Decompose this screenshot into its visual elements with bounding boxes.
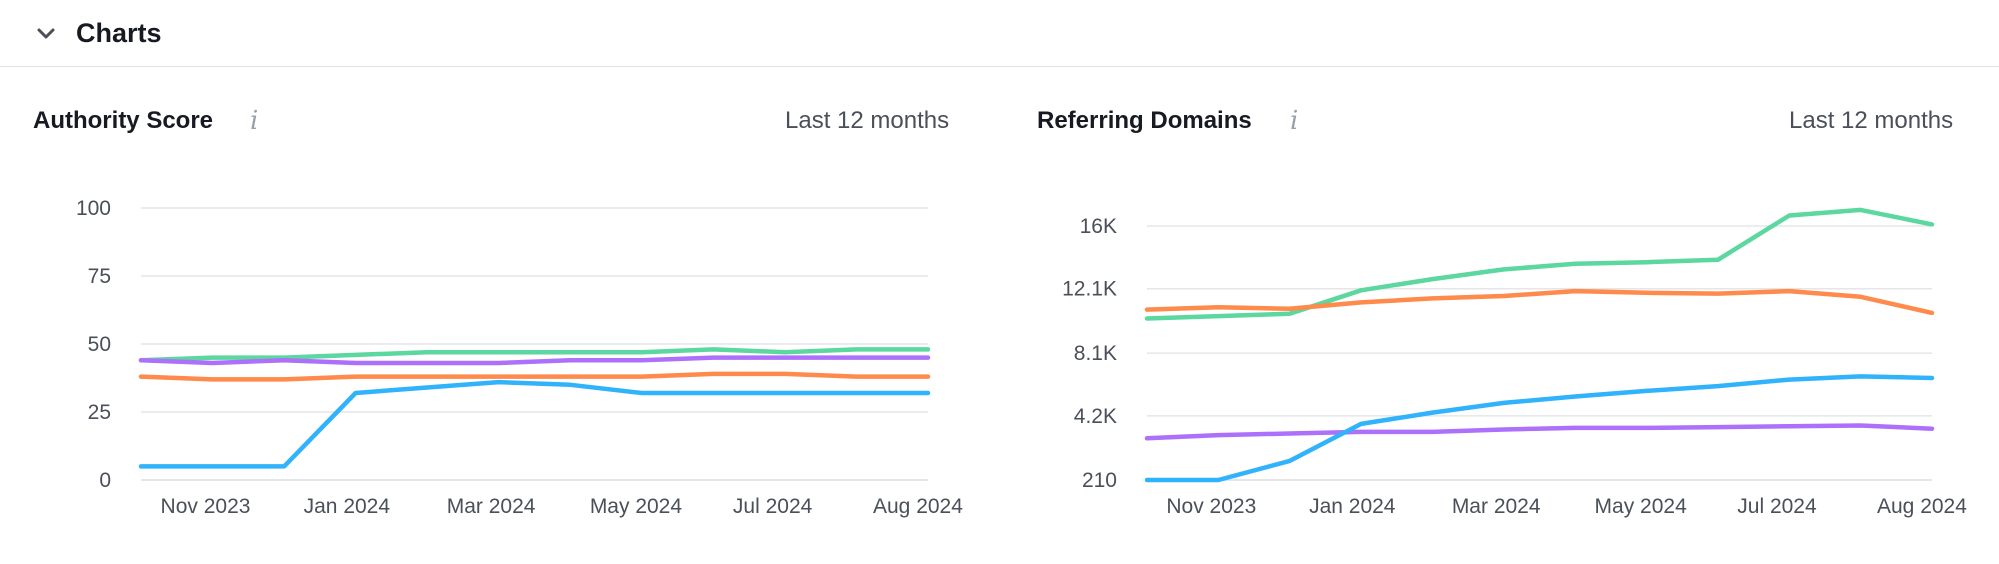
x-tick-label: Jul 2024	[1737, 495, 1817, 518]
authority-score-chart: 0 25 50 75 100 Nov 2023 Jan 2024 Mar 2024 May 20…	[76, 197, 963, 518]
panel-title: Referring Domains	[1037, 107, 1252, 134]
series-line-green[interactable]	[138, 347, 931, 363]
x-tick-label: Aug 2024	[1877, 495, 1967, 518]
y-tick-label: 0	[99, 469, 111, 492]
x-tick-label: Aug 2024	[873, 495, 963, 518]
y-tick-label: 75	[88, 265, 111, 288]
info-icon[interactable]: i	[250, 106, 259, 136]
y-tick-label: 210	[1082, 469, 1117, 492]
x-tick-label: May 2024	[1595, 495, 1688, 518]
chevron-down-icon[interactable]	[34, 22, 58, 46]
y-tick-label: 12.1K	[1062, 278, 1117, 301]
y-tick-label: 16K	[1080, 215, 1117, 238]
y-tick-label: 8.1K	[1074, 342, 1117, 365]
period-selector[interactable]: Last 12 months	[785, 107, 950, 134]
period-selector[interactable]: Last 12 months	[1789, 107, 1954, 134]
x-tick-label: Jan 2024	[1309, 495, 1396, 518]
charts-section-header: Charts	[0, 0, 1999, 67]
x-tick-label: Nov 2023	[161, 495, 251, 518]
y-tick-label: 25	[88, 401, 111, 424]
x-tick-label: Jan 2024	[304, 495, 391, 518]
referring-domains-chart: 210 4.2K 8.1K 12.1K 16K Nov 2023 Jan 2024 Mar 2…	[1062, 207, 1967, 518]
series-line-blue[interactable]	[1144, 374, 1935, 483]
info-icon[interactable]: i	[1290, 106, 1299, 136]
x-tick-label: Mar 2024	[447, 495, 536, 518]
series-line-orange[interactable]	[1144, 288, 1935, 316]
x-tick-label: Jul 2024	[733, 495, 813, 518]
referring-domains-panel: Referring Domains i Last 12 months 210 4.…	[1000, 68, 1999, 564]
section-title: Charts	[76, 18, 162, 48]
series-line-blue[interactable]	[138, 379, 931, 469]
series-line-orange[interactable]	[138, 371, 931, 382]
y-tick-label: 100	[76, 197, 111, 220]
panel-title: Authority Score	[33, 107, 214, 134]
x-tick-label: May 2024	[590, 495, 683, 518]
x-tick-label: Mar 2024	[1452, 495, 1541, 518]
y-tick-label: 50	[88, 333, 111, 356]
series-line-green[interactable]	[1144, 207, 1935, 321]
authority-score-panel: Authority Score i Last 12 months 0 25 50 75…	[0, 68, 990, 564]
series-line-purple[interactable]	[1144, 423, 1935, 441]
y-tick-label: 4.2K	[1074, 405, 1117, 428]
x-tick-label: Nov 2023	[1166, 495, 1256, 518]
series-line-purple[interactable]	[138, 355, 931, 366]
